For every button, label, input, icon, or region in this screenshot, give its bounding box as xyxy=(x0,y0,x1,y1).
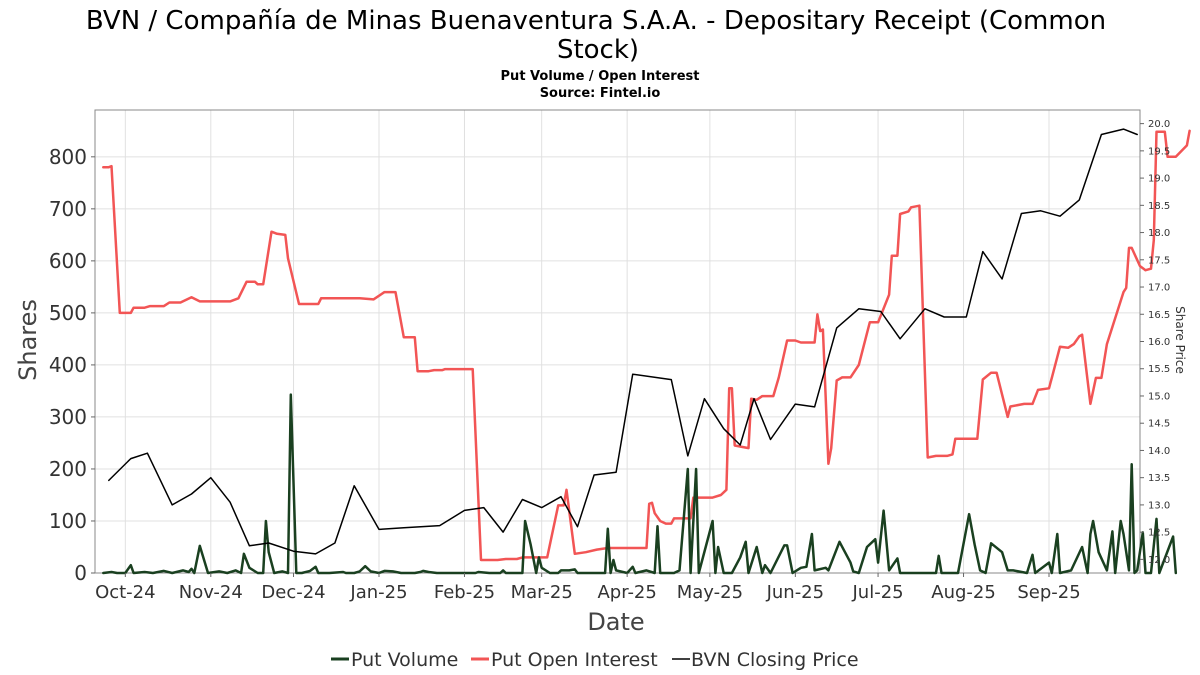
legend-label-closing-price: BVN Closing Price xyxy=(691,649,859,671)
y-tick-label: 700 xyxy=(49,197,87,221)
series-line-put-open-interest xyxy=(102,129,1191,562)
right-axis-ticks: 12.0 12.5 13.0 13.5 14.0 14.5 15.0 15.5 16.0 16.5… xyxy=(1140,119,1170,566)
chart-title-line1: BVN / Compañía de Minas Buenaventura S.A… xyxy=(86,6,1106,36)
left-axis-ticks: 0 100 200 300 400 500 600 700 800 xyxy=(49,145,95,585)
x-tick-label: Sep-25 xyxy=(1017,582,1080,603)
series-layer xyxy=(102,128,1191,575)
y-axis-label: Shares xyxy=(14,299,42,381)
chart-title-line2: Stock) xyxy=(557,35,639,65)
x-tick-label: May-25 xyxy=(677,582,743,603)
legend: Put Volume Put Open Interest BVN Closing… xyxy=(331,649,859,671)
y-axis-right-label: Share Price xyxy=(1173,306,1187,374)
y-right-tick-label: 15.5 xyxy=(1148,364,1170,375)
y-right-tick-label: 12.5 xyxy=(1148,528,1170,539)
x-tick-label: Aug-25 xyxy=(931,582,996,603)
x-tick-label: Jan-25 xyxy=(349,582,407,603)
y-right-tick-label: 13.5 xyxy=(1148,473,1170,484)
grid-lines xyxy=(95,110,1140,574)
y-right-tick-label: 17.0 xyxy=(1148,283,1170,294)
x-tick-label: Mar-25 xyxy=(511,582,573,603)
legend-label-put-volume: Put Volume xyxy=(351,649,458,671)
y-right-tick-label: 20.0 xyxy=(1148,119,1170,130)
x-tick-label: Apr-25 xyxy=(597,582,656,603)
x-tick-label: Feb-25 xyxy=(434,582,495,603)
y-right-tick-label: 14.5 xyxy=(1148,419,1170,430)
x-axis-ticks: Oct-24 Nov-24 Dec-24 Jan-25 Feb-25 Mar-25 Apr-… xyxy=(95,573,1081,603)
y-right-tick-label: 18.5 xyxy=(1148,201,1170,212)
y-tick-label: 0 xyxy=(74,561,87,585)
y-tick-label: 200 xyxy=(49,457,87,481)
y-right-tick-label: 17.5 xyxy=(1148,255,1170,266)
y-right-tick-label: 19.5 xyxy=(1148,146,1170,157)
y-tick-label: 600 xyxy=(49,249,87,273)
y-right-tick-label: 16.5 xyxy=(1148,310,1170,321)
y-right-tick-label: 15.0 xyxy=(1148,391,1170,402)
y-right-tick-label: 19.0 xyxy=(1148,174,1170,185)
x-tick-label: Nov-24 xyxy=(179,582,243,603)
y-right-tick-label: 18.0 xyxy=(1148,228,1170,239)
y-right-tick-label: 14.0 xyxy=(1148,446,1170,457)
y-tick-label: 400 xyxy=(49,353,87,377)
y-tick-label: 500 xyxy=(49,301,87,325)
y-tick-label: 800 xyxy=(49,145,87,169)
plot-frame xyxy=(94,109,1141,574)
y-tick-label: 300 xyxy=(49,405,87,429)
x-axis-label: Date xyxy=(587,608,644,636)
y-tick-label: 100 xyxy=(49,509,87,533)
y-right-tick-label: 12.0 xyxy=(1148,555,1170,566)
y-right-tick-label: 13.0 xyxy=(1148,500,1170,511)
series-line-bvn-closing-price xyxy=(108,128,1138,555)
x-tick-label: Oct-24 xyxy=(95,582,156,603)
x-tick-label: Jun-25 xyxy=(766,582,825,603)
y-right-tick-label: 16.0 xyxy=(1148,337,1170,348)
chart-subtitle: Put Volume / Open Interest xyxy=(501,69,700,84)
x-tick-label: Dec-24 xyxy=(261,582,325,603)
series-line-put-volume xyxy=(102,393,1178,575)
legend-label-put-open-interest: Put Open Interest xyxy=(491,649,658,671)
chart-source: Source: Fintel.io xyxy=(540,86,661,101)
x-tick-label: Jul-25 xyxy=(851,582,903,603)
